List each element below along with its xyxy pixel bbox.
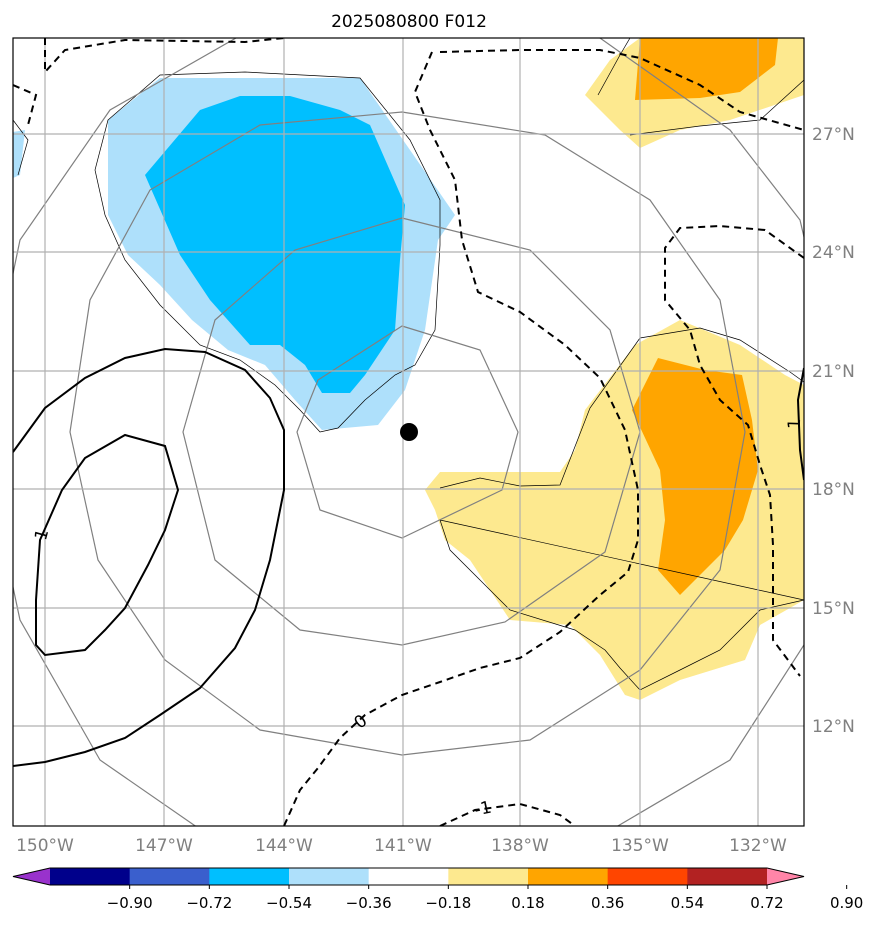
lon-label: 135°W (611, 836, 669, 856)
colorbar-segment (209, 868, 290, 885)
lat-label: 24°N (812, 243, 855, 263)
dashed-contours (13, 38, 804, 826)
colorbar-segment (50, 868, 131, 885)
storm-center-marker (400, 423, 418, 441)
lon-tick-labels: 150°W 147°W 144°W 141°W 138°W 135°W 132°… (16, 836, 787, 856)
range-ring-2 (182, 217, 641, 646)
map-frame (12, 37, 805, 827)
range-rings (13, 38, 804, 826)
colorbar-segment (129, 868, 210, 885)
colorbar-tick-label: −0.72 (186, 894, 232, 912)
colorbar-outline (12, 867, 805, 886)
solid-contour-outer (13, 347, 285, 767)
colorbar-segment (289, 868, 370, 885)
colorbar-tick-label: 0.36 (591, 894, 624, 912)
dashed-contour-zero (283, 51, 639, 826)
negative-shading-edge (13, 130, 25, 178)
lon-label: 150°W (16, 836, 74, 856)
lon-label: 132°W (729, 836, 787, 856)
lon-label: 147°W (135, 836, 193, 856)
colorbar-segment (368, 868, 449, 885)
colorbar-tick-label: −0.54 (266, 894, 312, 912)
colorbar-tick-label: 0.54 (671, 894, 704, 912)
dashed-contour-top-right (439, 49, 804, 131)
range-ring-4 (13, 38, 804, 826)
colorbar-extend-low (13, 868, 50, 885)
colorbar-tick-label: 0.18 (511, 894, 544, 912)
range-ring-1 (296, 325, 519, 539)
colorbar-segment (448, 868, 529, 885)
contour-label-pos-one-right: 1 (785, 418, 805, 430)
lat-label: 15°N (812, 599, 855, 619)
lat-label: 27°N (812, 125, 855, 145)
range-ring-3 (69, 111, 746, 756)
dashed-contour-bottom (439, 802, 576, 826)
solid-contour-inner (35, 433, 180, 657)
contour-label-neg-one: -1 (473, 798, 494, 821)
thin-contour-positive (439, 327, 804, 691)
lat-label: 18°N (812, 480, 855, 500)
colorbar-extend-high (767, 868, 804, 885)
lon-label: 144°W (255, 836, 313, 856)
contour-label-pos-one-left: 1 (31, 527, 53, 543)
lat-label: 21°N (812, 362, 855, 382)
colorbar-segment (607, 868, 688, 885)
lon-label: 138°W (491, 836, 549, 856)
lat-tick-labels: 27°N 24°N 21°N 18°N 15°N 12°N (812, 125, 855, 737)
lon-label: 141°W (374, 836, 432, 856)
chart-title: 2025080800 F012 (331, 12, 487, 32)
positive-shading-top-dark (635, 38, 778, 100)
dashed-contour-right (664, 224, 804, 677)
negative-shading-dark (145, 96, 405, 393)
solid-contour-right (796, 367, 804, 481)
map-area: 0 -1 1 1 (13, 38, 805, 826)
colorbar-segment (687, 868, 768, 885)
colorbar-segment (528, 868, 609, 885)
colorbar-tick-label: −0.90 (107, 894, 153, 912)
colorbar: −0.90 −0.72 −0.54 −0.36 −0.18 0.18 0.36 0.54 0.7… (12, 867, 863, 912)
thin-contour-negative (94, 71, 441, 433)
colorbar-tick-label: −0.18 (425, 894, 471, 912)
colorbar-tick-label: −0.36 (346, 894, 392, 912)
lat-label: 12°N (812, 717, 855, 737)
dashed-contour-top-left (44, 38, 285, 75)
colorbar-tick-label: 0.90 (830, 894, 863, 912)
thin-contour-left (13, 119, 29, 176)
dashed-contour-left-edge (13, 84, 38, 126)
colorbar-tick-label: 0.72 (750, 894, 783, 912)
